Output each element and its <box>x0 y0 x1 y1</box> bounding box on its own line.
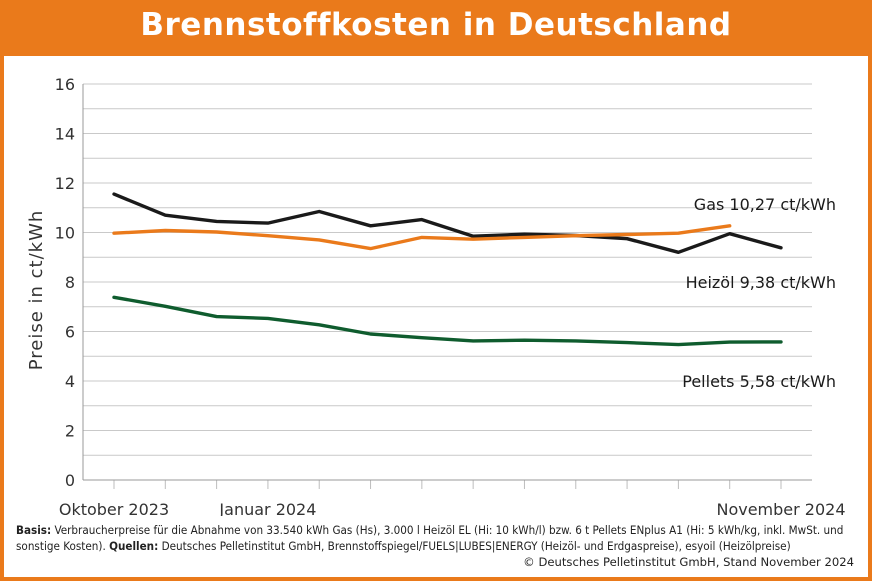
series-label-pellets: Pellets 5,58 ct/kWh <box>682 372 836 391</box>
footnote: Basis: Verbraucherpreise für die Abnahme… <box>16 522 858 554</box>
series-line-heizoel <box>112 192 783 255</box>
sources-text: Deutsches Pelletinstitut GmbH, Brennstof… <box>158 539 791 553</box>
x-tick-label: Oktober 2023 <box>59 500 169 516</box>
y-tick-label: 4 <box>65 372 75 391</box>
y-tick-label: 2 <box>65 422 75 441</box>
series-line-gas <box>112 224 732 251</box>
title-banner: Brennstoffkosten in Deutschland <box>0 0 872 56</box>
y-tick-label: 10 <box>55 224 75 243</box>
basis-text: Verbraucherpreise für die Abnahme von 33… <box>16 523 844 553</box>
y-tick-label: 16 <box>55 75 75 94</box>
x-tick-label: Januar 2024 <box>218 500 316 516</box>
y-tick-label: 0 <box>65 471 75 490</box>
series-label-heizoel: Heizöl 9,38 ct/kWh <box>686 273 836 292</box>
y-tick-label: 12 <box>55 174 75 193</box>
chart-title: Brennstoffkosten in Deutschland <box>140 7 732 43</box>
series-line-pellets <box>112 295 783 347</box>
y-tick-label: 14 <box>55 125 75 144</box>
copyright-note: © Deutsches Pelletinstitut GmbH, Stand N… <box>523 555 854 569</box>
y-tick-label: 8 <box>65 273 75 292</box>
line-chart: 0 2 4 6 8 10 12 14 16 Oktober 2023 Januar 2024 Nove… <box>26 75 846 516</box>
sources-label: Quellen: <box>109 539 159 553</box>
basis-label: Basis: <box>16 523 52 537</box>
x-tick-label: November 2024 <box>716 500 845 516</box>
series-label-gas: Gas 10,27 ct/kWh <box>694 195 836 214</box>
y-axis-title: Preise in ct/kWh <box>26 210 47 371</box>
y-tick-label: 6 <box>65 323 75 342</box>
